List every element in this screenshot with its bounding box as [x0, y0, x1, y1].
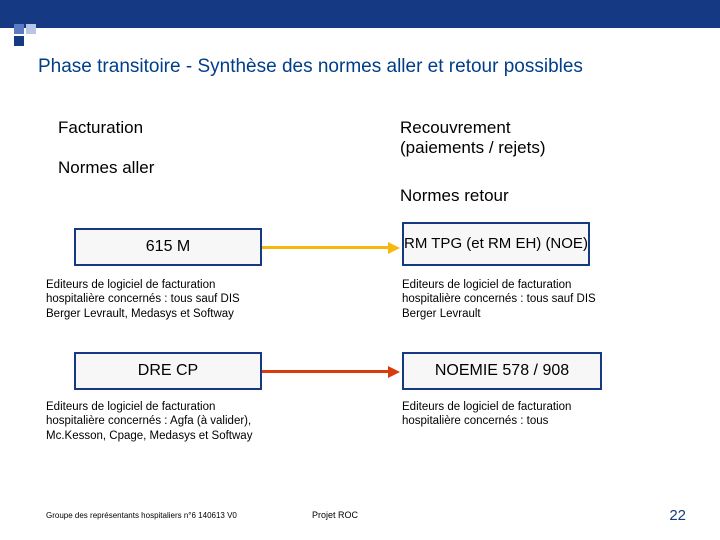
desc-box1: Editeurs de logiciel de facturation hosp…: [46, 278, 271, 321]
label-normes-aller: Normes aller: [58, 158, 154, 178]
box-dre-cp: DRE CP: [74, 352, 262, 390]
desc-box3: Editeurs de logiciel de facturation hosp…: [46, 400, 271, 443]
decor-square: [14, 36, 24, 46]
footer-left: Groupe des représentants hospitaliers n°…: [46, 511, 237, 520]
label-recouvrement-line1: Recouvrement: [400, 118, 511, 138]
top-band: [0, 0, 720, 28]
page-number: 22: [669, 507, 686, 524]
box-rm-tpg-label: RM TPG (et RM EH) (NOE): [404, 236, 588, 253]
arrow-head-icon: [388, 242, 400, 254]
decor-square: [14, 24, 24, 34]
box-rm-tpg: RM TPG (et RM EH) (NOE): [402, 222, 590, 266]
arrow-line: [262, 246, 390, 249]
label-recouvrement-line2: (paiements / rejets): [400, 138, 546, 158]
box-noemie: NOEMIE 578 / 908: [402, 352, 602, 390]
slide-root: Phase transitoire - Synthèse des normes …: [0, 0, 720, 540]
desc-box4: Editeurs de logiciel de facturation hosp…: [402, 400, 627, 429]
box-noemie-label: NOEMIE 578 / 908: [435, 362, 569, 380]
footer-mid: Projet ROC: [312, 510, 358, 520]
arrow-line: [262, 370, 390, 373]
box-615m-label: 615 M: [146, 238, 190, 256]
label-normes-retour: Normes retour: [400, 186, 509, 206]
box-615m: 615 M: [74, 228, 262, 266]
desc-box2: Editeurs de logiciel de facturation hosp…: [402, 278, 627, 321]
label-facturation: Facturation: [58, 118, 143, 138]
arrow-head-icon: [388, 366, 400, 378]
box-dre-cp-label: DRE CP: [138, 362, 198, 380]
decor-square: [26, 24, 36, 34]
slide-title: Phase transitoire - Synthèse des normes …: [38, 56, 583, 78]
